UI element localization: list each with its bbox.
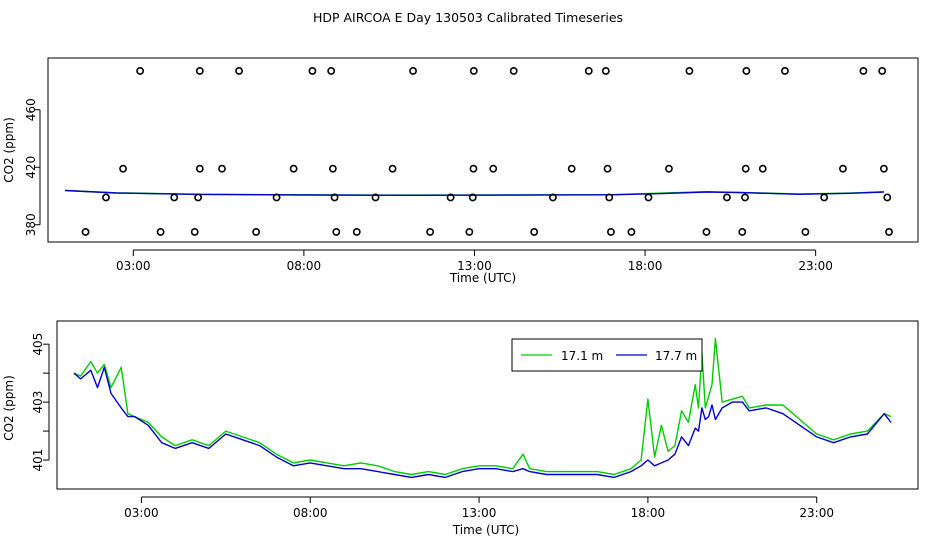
calibration-point <box>530 228 539 236</box>
calibration-point <box>468 193 477 202</box>
x-tick-label: 23:00 <box>798 259 833 273</box>
x-tick-label: 03:00 <box>124 506 159 520</box>
calibration-point <box>781 67 789 75</box>
calibration-point <box>685 67 694 75</box>
calibration-point <box>332 228 341 236</box>
y-tick-label: 401 <box>31 449 45 472</box>
calibration-point <box>330 193 339 202</box>
calibration-point <box>567 164 576 173</box>
calibration-point <box>665 164 673 173</box>
plot1-y-axis-label: CO2 (ppm) <box>2 117 16 183</box>
calibration-point <box>170 193 179 202</box>
calibration-point <box>426 228 435 236</box>
series-line-17-1-m <box>73 337 892 476</box>
calibration-point <box>195 67 204 75</box>
legend: 17.1 m 17.7 m <box>511 338 703 372</box>
y-tick-label: 420 <box>24 156 38 179</box>
calibration-point <box>878 67 887 75</box>
calibration-point <box>603 164 612 173</box>
calibration-point <box>327 67 336 75</box>
calibration-point <box>801 228 810 236</box>
calibration-point <box>136 67 145 75</box>
calibration-point <box>584 67 593 75</box>
calibration-point <box>738 228 747 236</box>
calibration-point <box>195 164 204 173</box>
calibration-point <box>509 67 518 75</box>
timeseries-panel: 03:00 08:00 13:00 18:00 23:00 401 403 405 Time… <box>2 320 919 537</box>
calibration-point <box>194 193 203 202</box>
legend-label-17-1m: 17.1 m <box>561 349 603 363</box>
calibration-point <box>465 228 474 236</box>
plot2-series-lines <box>73 337 892 479</box>
calibrated-scatter-panel: 03:00 08:00 13:00 18:00 23:00 380 420 460 Time… <box>2 57 919 285</box>
calibration-point <box>879 164 888 173</box>
calibration-point <box>119 164 127 173</box>
calibration-point <box>272 193 281 202</box>
calibration-point <box>352 228 361 236</box>
calibration-point <box>371 193 380 202</box>
calibration-point <box>859 67 868 75</box>
calibration-point <box>758 164 767 173</box>
calibration-point <box>446 193 455 202</box>
x-tick-label: 13:00 <box>457 259 492 273</box>
calibration-point <box>644 193 653 202</box>
calibration-point <box>741 193 749 202</box>
calibration-point <box>627 228 636 236</box>
calibration-point <box>549 193 557 202</box>
x-tick-label: 08:00 <box>287 259 322 273</box>
y-tick-label: 403 <box>31 391 45 414</box>
plot1-x-axis: 03:00 08:00 13:00 18:00 23:00 <box>116 249 833 273</box>
calibration-point <box>723 193 731 202</box>
calibration-point <box>702 228 711 236</box>
calibration-point <box>308 67 317 75</box>
plot2-y-axis: 401 403 405 <box>31 333 50 472</box>
plot2-x-axis: 03:00 08:00 13:00 18:00 23:00 <box>124 496 834 520</box>
calibration-point <box>820 193 829 202</box>
plot1-y-axis: 380 420 460 <box>24 98 41 236</box>
calibration-point <box>328 164 337 173</box>
x-tick-label: 03:00 <box>116 259 151 273</box>
calibration-point <box>489 164 498 173</box>
x-tick-label: 18:00 <box>631 506 666 520</box>
legend-label-17-7m: 17.7 m <box>655 349 697 363</box>
calibration-point <box>885 228 893 236</box>
plot1-frame <box>47 57 919 243</box>
plot2-x-axis-label: Time (UTC) <box>452 523 519 537</box>
series-line-17-7-m <box>73 366 892 479</box>
calibration-point <box>102 193 110 202</box>
calibration-point <box>839 164 847 173</box>
calibration-point <box>190 228 199 236</box>
calibration-point <box>601 67 610 75</box>
calibration-point <box>388 164 397 173</box>
calibration-point <box>883 193 892 202</box>
y-tick-label: 405 <box>31 333 45 356</box>
calibration-point <box>289 164 298 173</box>
calibration-point <box>252 228 261 236</box>
calibration-point <box>741 164 750 173</box>
plot2-frame <box>56 320 919 490</box>
x-tick-label: 23:00 <box>799 506 834 520</box>
calibration-point <box>469 164 478 173</box>
calibration-point <box>156 228 165 236</box>
chart-title: HDP AIRCOA E Day 130503 Calibrated Times… <box>313 10 623 25</box>
calibration-point <box>235 67 243 75</box>
calibration-point <box>742 67 751 75</box>
x-tick-label: 18:00 <box>628 259 663 273</box>
x-tick-label: 08:00 <box>293 506 328 520</box>
plot1-x-axis-label: Time (UTC) <box>449 271 516 285</box>
plot1-calibration-points <box>81 67 893 236</box>
calibration-point <box>409 67 417 75</box>
y-tick-label: 460 <box>24 98 38 121</box>
y-tick-label: 380 <box>24 213 38 236</box>
calibration-point <box>218 164 226 173</box>
calibration-point <box>81 228 90 236</box>
x-tick-label: 13:00 <box>462 506 497 520</box>
calibration-point <box>605 193 614 202</box>
calibration-point <box>469 67 478 75</box>
calibration-point <box>607 228 615 236</box>
plot2-y-axis-label: CO2 (ppm) <box>2 375 16 441</box>
